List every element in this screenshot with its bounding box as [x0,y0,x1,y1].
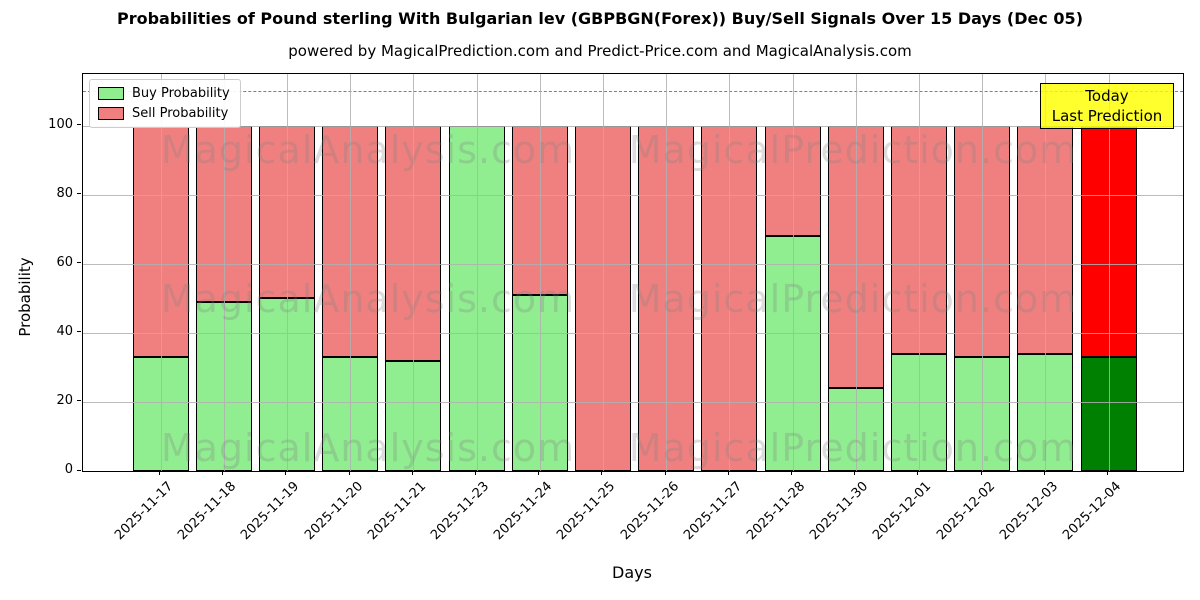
x-tick-label-2025-11-27: 2025-11-27 [680,479,745,544]
x-tick-label-2025-12-04: 2025-12-04 [1060,479,1125,544]
y-tick-label-40: 40 [56,323,73,339]
gridline-v-2025-11-27 [729,74,731,471]
x-tickmark-2025-11-28 [791,471,792,475]
legend-label-buy: Buy Probability [132,86,230,101]
gridline-v-2025-11-17 [160,74,162,471]
x-tick-label-2025-12-01: 2025-12-01 [870,479,935,544]
x-tick-label-2025-11-21: 2025-11-21 [364,479,429,544]
legend-item-buy: Buy Probability [98,86,230,101]
x-tick-label-2025-11-17: 2025-11-17 [112,479,177,544]
x-tickmark-2025-11-18 [222,471,224,475]
y-tickmark-60 [77,262,81,264]
gridline-v-2025-11-30 [855,74,857,471]
gridline-h-80 [83,194,1183,196]
x-axis-label: Days [612,563,652,582]
y-tick-label-80: 80 [56,185,73,201]
x-tickmark-2025-11-17 [159,471,160,475]
dashed-threshold-line [83,91,1183,93]
x-tick-label-2025-11-24: 2025-11-24 [491,479,556,544]
y-tickmark-40 [77,331,81,333]
watermark-analysis-row1: MagicalAnalysis.com [160,128,576,172]
x-tickmark-2025-12-03 [1043,471,1045,475]
x-tickmark-2025-11-23 [475,471,476,475]
x-tick-label-2025-11-19: 2025-11-19 [238,479,303,544]
legend-item-sell: Sell Probability [98,106,230,121]
y-tickmark-80 [77,193,81,195]
gridline-h-60 [83,263,1183,265]
gridline-v-2025-11-18 [223,74,225,471]
today-annotation-line1: Today [1085,87,1129,105]
x-tickmark-2025-11-26 [664,471,666,475]
gridline-v-2025-11-26 [666,74,668,471]
x-tick-label-2025-11-20: 2025-11-20 [301,479,366,544]
x-tick-label-2025-12-03: 2025-12-03 [996,479,1061,544]
gridline-v-2025-11-19 [286,74,288,471]
gridline-v-2025-11-21 [413,74,415,471]
x-tick-label-2025-12-02: 2025-12-02 [933,479,998,544]
y-tick-label-100: 100 [48,116,73,132]
watermark-analysis-row2: MagicalAnalysis.com [160,277,576,321]
gridline-v-2025-11-20 [350,74,352,471]
gridline-h-100 [83,125,1183,127]
plot-area: MagicalAnalysis.com MagicalPrediction.com… [82,73,1184,472]
x-tickmark-2025-11-30 [854,471,856,475]
watermark-prediction-row2: MagicalPrediction.com [628,277,1078,321]
x-tickmark-2025-12-02 [980,471,982,475]
watermark-prediction-row1: MagicalPrediction.com [628,128,1078,172]
gridline-v-2025-11-25 [602,74,604,471]
x-tickmark-2025-11-19 [285,471,287,475]
x-tick-label-2025-11-18: 2025-11-18 [175,479,240,544]
x-tickmark-2025-12-04 [1107,471,1108,475]
legend-label-sell: Sell Probability [132,106,229,121]
gridline-v-2025-11-24 [539,74,541,471]
gridline-v-2025-12-02 [982,74,984,471]
y-tickmark-0 [77,469,81,471]
gridline-v-2025-12-01 [918,74,920,471]
y-tick-label-0: 0 [64,462,73,477]
today-annotation: Today Last Prediction [1040,83,1174,129]
x-tickmark-2025-12-01 [917,471,919,475]
x-tickmark-2025-11-25 [601,471,603,475]
gridline-v-2025-12-04 [1108,74,1110,471]
chart-subtitle: powered by MagicalPrediction.com and Pre… [288,42,912,60]
x-tickmark-2025-11-24 [538,471,540,475]
x-tickmark-2025-11-21 [411,471,413,475]
x-tickmark-2025-11-20 [348,471,350,475]
gridline-h-40 [83,332,1183,334]
y-tickmark-20 [77,400,81,402]
buy-swatch-icon [98,87,124,100]
today-annotation-line2: Last Prediction [1051,107,1163,125]
gridline-h-20 [83,401,1183,403]
y-tickmark-100 [77,124,81,126]
x-tick-label-2025-11-23: 2025-11-23 [428,479,493,544]
gridline-v-2025-11-28 [792,74,794,471]
watermark-prediction-row3: MagicalPrediction.com [628,426,1078,470]
x-tick-label-2025-11-30: 2025-11-30 [807,479,872,544]
gridline-v-2025-12-03 [1045,74,1047,471]
x-tickmark-2025-11-27 [727,471,729,475]
x-tick-label-2025-11-28: 2025-11-28 [744,479,809,544]
watermark-analysis-row3: MagicalAnalysis.com [160,426,576,470]
y-tick-label-20: 20 [56,392,73,408]
x-tick-label-2025-11-26: 2025-11-26 [617,479,682,544]
chart-title: Probabilities of Pound sterling With Bul… [116,9,1083,28]
sell-swatch-icon [98,107,124,120]
gridline-v-2025-11-23 [476,74,478,471]
legend: Buy Probability Sell Probability [89,79,241,128]
y-tick-label-60: 60 [56,254,73,270]
x-tick-label-2025-11-25: 2025-11-25 [554,479,619,544]
